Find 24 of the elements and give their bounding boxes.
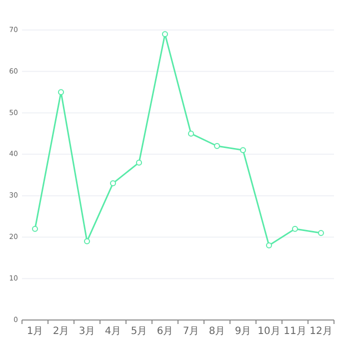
x-tick-label: 6月: [156, 326, 174, 337]
point: [240, 147, 246, 154]
x-tick-label: 4月: [104, 326, 122, 337]
point: [292, 226, 298, 232]
x-tick-label: 5月: [130, 326, 148, 337]
x-tick-label: 12月: [310, 326, 332, 337]
x-tick-label: 3月: [78, 326, 96, 337]
point: [136, 160, 142, 166]
point: [32, 226, 38, 232]
point: [266, 242, 272, 248]
point: [162, 31, 168, 38]
point: [188, 130, 194, 137]
x-tick-label: 9月: [234, 326, 252, 337]
point: [84, 238, 90, 244]
x-tick-label: 2月: [52, 326, 70, 337]
x-tick-label: 10月: [258, 326, 280, 337]
point: [214, 143, 220, 149]
x-tick-label: 11月: [284, 326, 306, 337]
x-tick-label: 1月: [26, 326, 44, 337]
point: [318, 230, 324, 236]
point: [110, 180, 116, 186]
point: [58, 89, 64, 96]
x-tick-label: 7月: [182, 326, 200, 337]
x-tick-label: 8月: [208, 326, 226, 337]
